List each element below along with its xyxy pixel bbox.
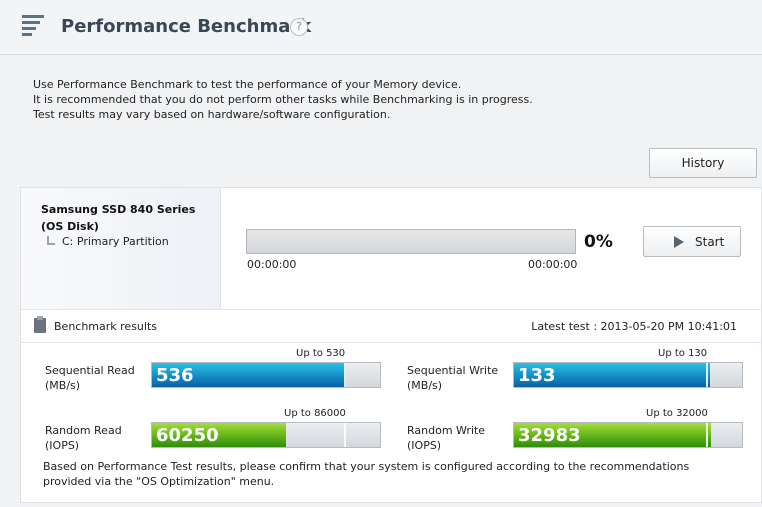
history-button[interactable]: History — [649, 148, 757, 178]
note-line: provided via the "OS Optimization" menu. — [43, 475, 275, 488]
metric-name: Sequential Read — [45, 364, 135, 377]
seq-read-bar: 536 — [151, 362, 381, 388]
rand-read-bar: 60250 — [151, 422, 381, 448]
benchmark-menu-icon — [22, 15, 44, 41]
intro-text: Use Performance Benchmark to test the pe… — [33, 77, 533, 122]
note-line: Based on Performance Test results, pleas… — [43, 460, 690, 473]
latest-test-timestamp: Latest test : 2013-05-20 PM 10:41:01 — [531, 320, 737, 333]
help-icon[interactable]: ? — [290, 18, 308, 36]
seq-write-max: Up to 130 — [658, 348, 708, 359]
rand-write-bar: 32983 — [513, 422, 743, 448]
start-button[interactable]: Start — [643, 226, 741, 257]
intro-line: Use Performance Benchmark to test the pe… — [33, 78, 462, 91]
metric-unit: (MB/s) — [45, 379, 81, 392]
intro-line: It is recommended that you do not perfor… — [33, 93, 533, 106]
rand-read-value: 60250 — [156, 425, 219, 446]
intro-line: Test results may vary based on hardware/… — [33, 108, 391, 121]
bar-fill — [514, 423, 712, 447]
device-model: Samsung SSD 840 Series — [41, 203, 196, 216]
progress-percent: 0% — [584, 232, 613, 252]
seq-read-label: Sequential Read (MB/s) — [45, 363, 135, 393]
remaining-time: 00:00:00 — [528, 258, 578, 271]
header: Performance Benchmark ? — [0, 0, 762, 55]
tree-branch-icon — [47, 236, 55, 245]
metric-unit: (IOPS) — [45, 439, 80, 452]
max-marker — [343, 423, 346, 447]
rand-write-value: 32983 — [518, 425, 581, 446]
rand-read-label: Random Read (IOPS) — [45, 423, 122, 453]
results-header: Benchmark results Latest test : 2013-05-… — [21, 309, 761, 343]
metric-name: Sequential Write — [407, 364, 499, 377]
max-marker — [343, 363, 346, 387]
seq-write-bar: 133 — [513, 362, 743, 388]
play-icon — [674, 236, 684, 248]
rand-write-max: Up to 32000 — [646, 408, 708, 419]
progress-bar — [246, 229, 576, 254]
elapsed-time: 00:00:00 — [247, 258, 297, 271]
benchmark-panel: Samsung SSD 840 Series (OS Disk) C: Prim… — [20, 187, 762, 503]
results-title: Benchmark results — [54, 320, 158, 333]
clipboard-icon — [34, 316, 46, 333]
seq-write-label: Sequential Write (MB/s) — [407, 363, 498, 393]
metric-name: Random Write — [407, 424, 486, 437]
rand-read-max: Up to 86000 — [284, 408, 346, 419]
rand-write-label: Random Write (IOPS) — [407, 423, 485, 453]
seq-write-value: 133 — [518, 365, 556, 386]
seq-read-max: Up to 530 — [296, 348, 346, 359]
device-name: Samsung SSD 840 Series (OS Disk) — [41, 201, 211, 235]
bar-fill — [514, 363, 710, 387]
bar-fill — [152, 423, 287, 447]
max-marker — [705, 423, 708, 447]
device-role: (OS Disk) — [41, 220, 99, 233]
metric-name: Random Read — [45, 424, 122, 437]
bar-fill — [152, 363, 346, 387]
max-marker — [705, 363, 708, 387]
metric-unit: (IOPS) — [407, 439, 442, 452]
device-selector[interactable]: Samsung SSD 840 Series (OS Disk) C: Prim… — [21, 188, 221, 309]
page-title: Performance Benchmark — [61, 16, 312, 37]
recommendation-note: Based on Performance Test results, pleas… — [43, 459, 743, 489]
metric-unit: (MB/s) — [407, 379, 443, 392]
seq-read-value: 536 — [156, 365, 194, 386]
partition-label: C: Primary Partition — [62, 235, 169, 248]
start-button-label: Start — [695, 235, 725, 249]
